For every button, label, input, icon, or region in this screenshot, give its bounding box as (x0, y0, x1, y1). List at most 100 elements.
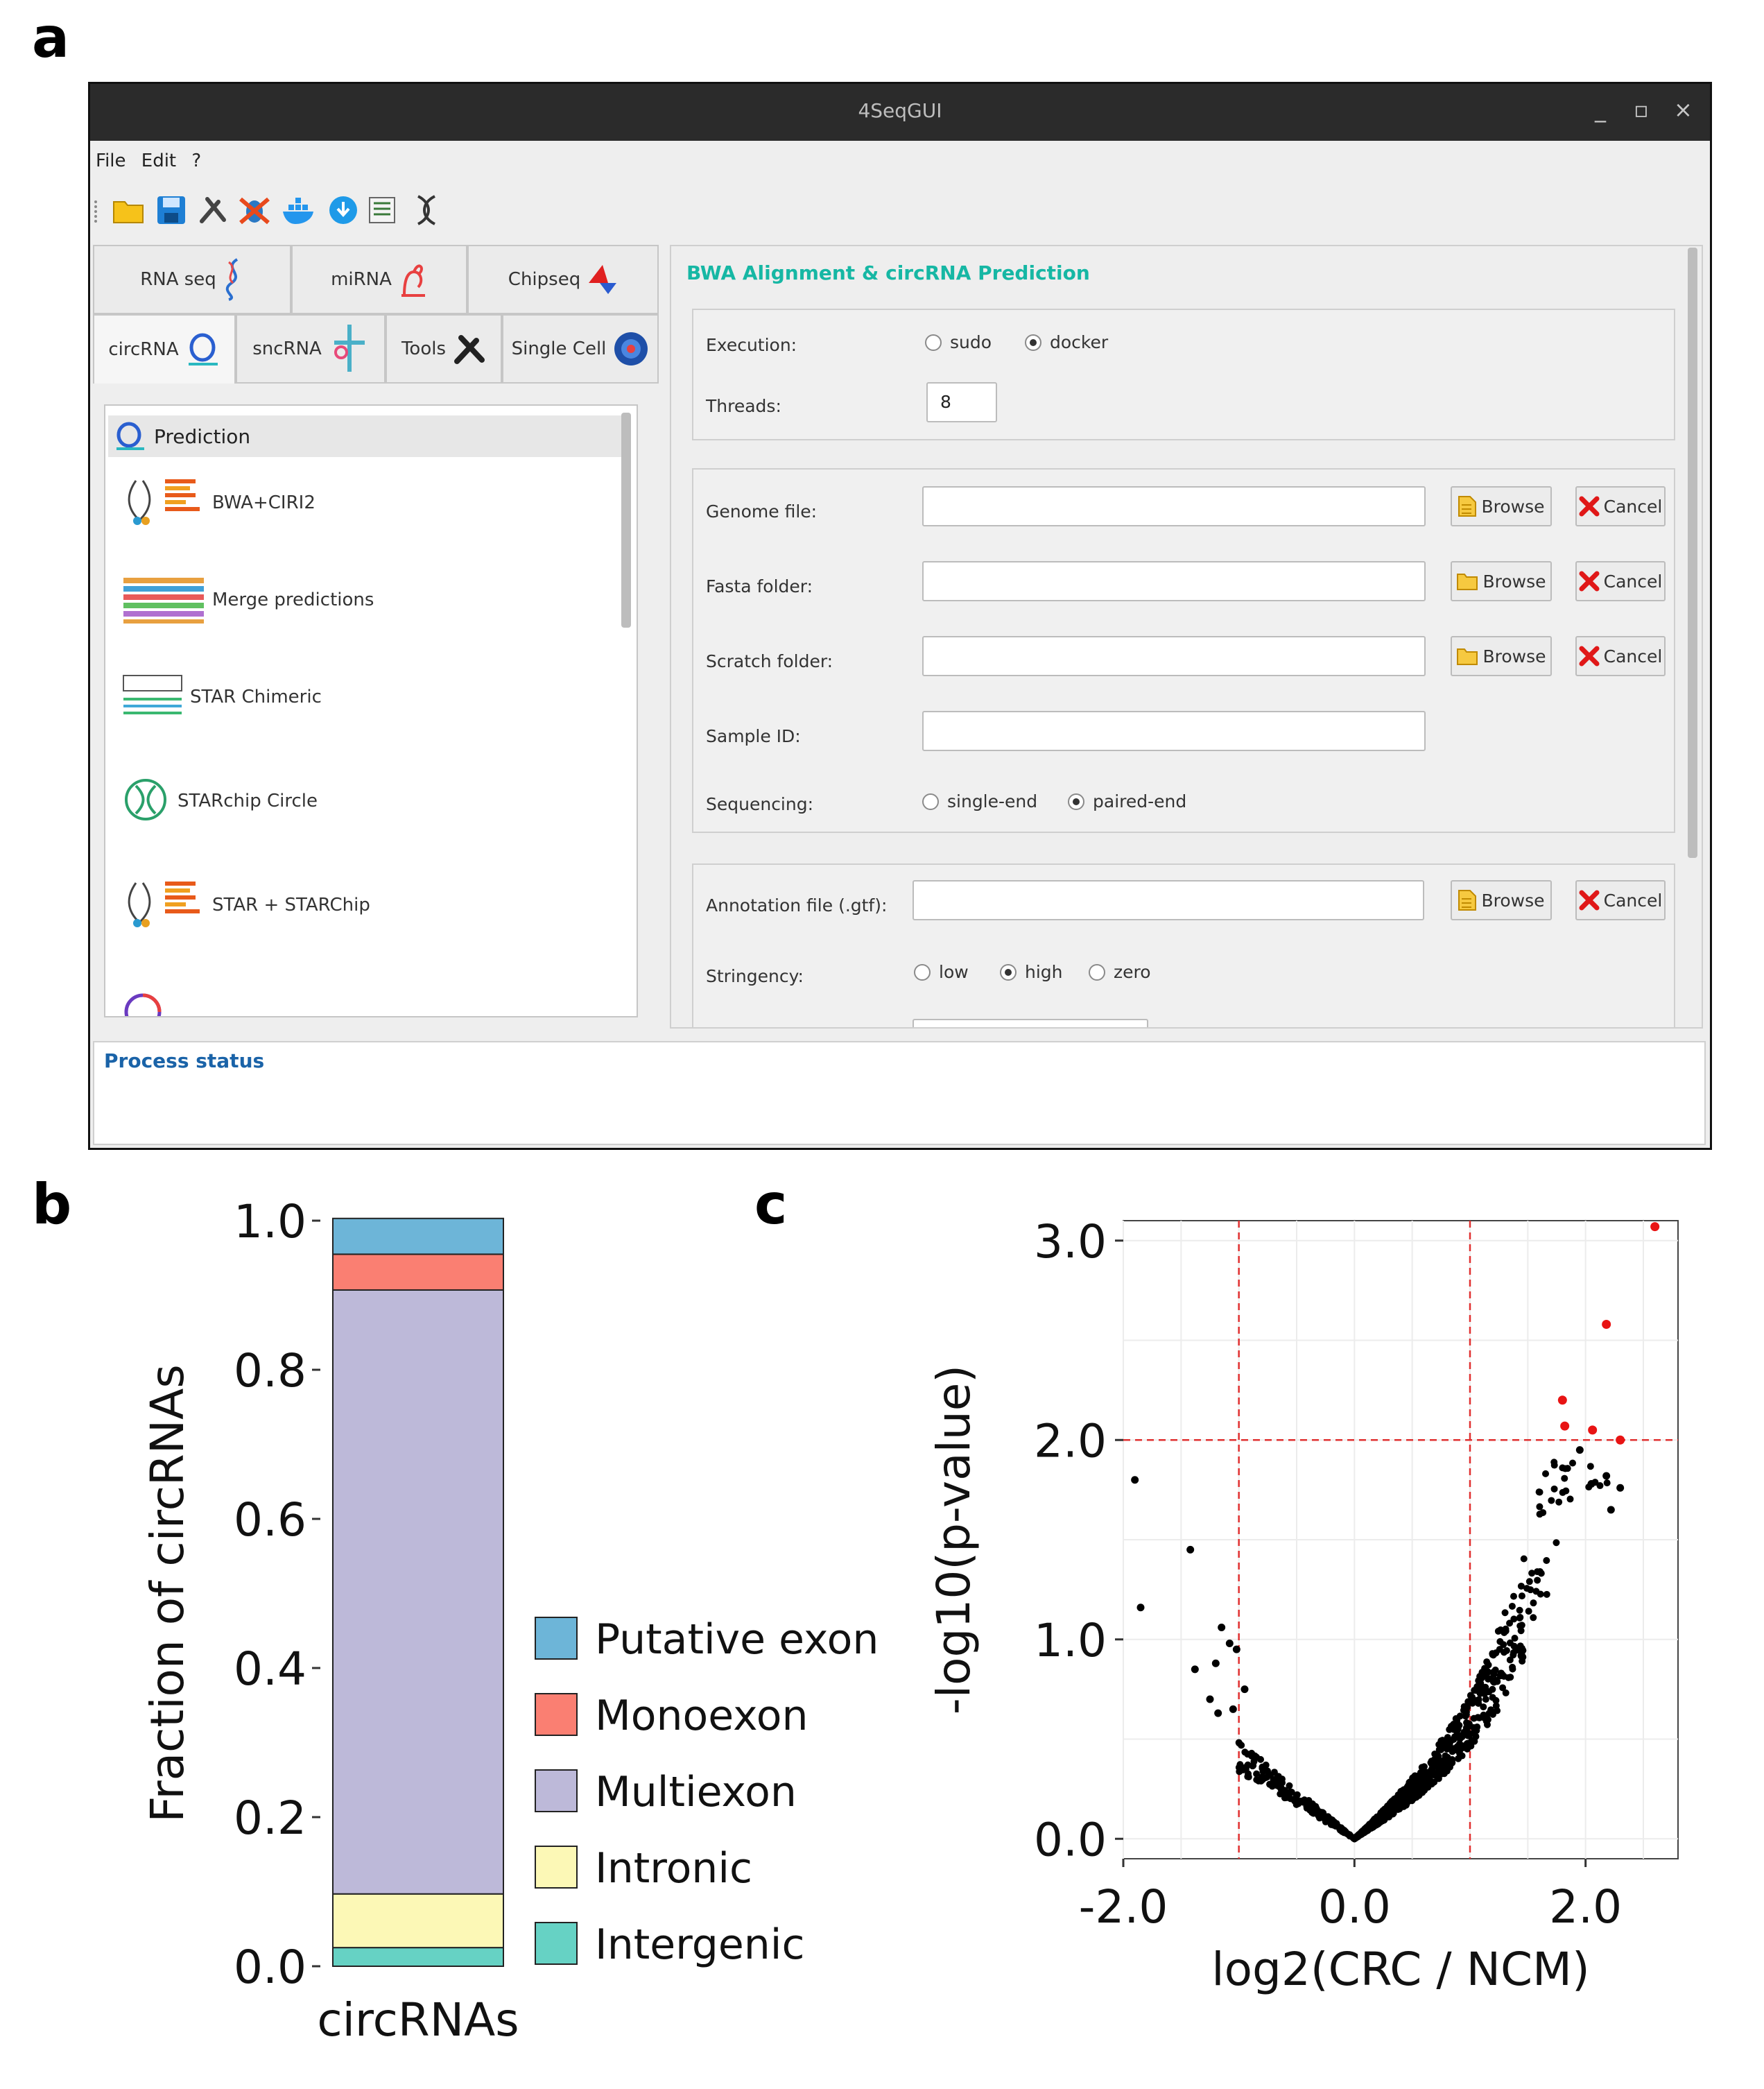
tab-tools[interactable]: Tools (386, 314, 502, 384)
data-point (1456, 1712, 1464, 1720)
title-bar: 4SeqGUI _ ▫ × (90, 84, 1710, 141)
folder-open-icon[interactable] (111, 191, 146, 230)
data-point (1510, 1615, 1518, 1623)
single-cell-icon (614, 332, 648, 366)
folder-icon (1457, 574, 1478, 590)
data-point (1509, 1663, 1516, 1671)
x-tick-label: 2.0 (1549, 1880, 1622, 1934)
data-point (1286, 1782, 1293, 1789)
data-point (1484, 1667, 1491, 1675)
fasta-folder-input[interactable] (922, 561, 1426, 601)
data-point (1561, 1475, 1568, 1482)
data-point (1516, 1606, 1523, 1614)
annotation-browse-button[interactable]: Browse (1451, 880, 1552, 920)
stringency-high-radio[interactable]: high (1000, 962, 1063, 982)
genome-cancel-button[interactable]: Cancel (1575, 486, 1666, 526)
execution-docker-radio[interactable]: docker (1025, 332, 1108, 352)
data-point (1442, 1757, 1450, 1764)
menu-file[interactable]: File (96, 151, 126, 171)
x-tick-label: 0.0 (1318, 1880, 1391, 1934)
tool-star-starchip[interactable]: STAR + STARChip (122, 877, 370, 933)
data-point (1506, 1656, 1514, 1664)
rna-icon (225, 258, 238, 301)
tab-chipseq[interactable]: Chipseq (467, 245, 659, 314)
execution-group: Execution: sudo docker Threads: 8 (692, 309, 1675, 440)
scratch-folder-input[interactable] (922, 636, 1426, 676)
data-point (1235, 1764, 1243, 1771)
scratch-browse-button[interactable]: Browse (1451, 636, 1552, 676)
data-point (1518, 1592, 1525, 1600)
data-point (1483, 1658, 1491, 1666)
data-point (1414, 1782, 1421, 1790)
no-bug-icon[interactable] (237, 191, 272, 230)
menu-help[interactable]: ? (191, 151, 202, 171)
data-point (1550, 1485, 1558, 1493)
genome-file-input[interactable] (922, 486, 1426, 526)
tab-sncrna[interactable]: sncRNA (236, 314, 386, 384)
close-button[interactable]: × (1674, 96, 1693, 123)
sequencing-paired-end-radio[interactable]: paired-end (1068, 791, 1186, 811)
data-point (1520, 1555, 1528, 1563)
data-point (1516, 1622, 1524, 1630)
tool-merge-predictions[interactable]: Merge predictions (122, 572, 374, 628)
docker-icon[interactable] (282, 191, 316, 230)
fasta-browse-button[interactable]: Browse (1451, 561, 1552, 601)
data-point (1586, 1463, 1594, 1470)
y-axis-label: Fraction of circRNAs (141, 1364, 194, 1822)
data-point (1446, 1739, 1453, 1747)
annotation-group: Annotation file (.gtf): Browse Cancel St… (692, 863, 1675, 1027)
threads-input[interactable]: 8 (926, 382, 997, 422)
sample-id-input[interactable] (922, 711, 1426, 751)
tool-partial[interactable] (122, 987, 171, 1016)
data-point (1473, 1727, 1480, 1735)
menu-edit[interactable]: Edit (141, 151, 177, 171)
tool-starchip-circle[interactable]: STARchip Circle (122, 773, 318, 829)
data-point (1303, 1805, 1311, 1812)
scratch-cancel-button[interactable]: Cancel (1575, 636, 1666, 676)
tab-mirna[interactable]: miRNA (291, 245, 467, 314)
tool-star-chimeric[interactable]: STAR Chimeric (122, 673, 322, 721)
save-icon[interactable] (154, 191, 189, 230)
notes-icon[interactable] (365, 191, 399, 230)
data-point (1229, 1705, 1237, 1713)
sequencing-single-end-radio[interactable]: single-end (922, 791, 1037, 811)
data-point (1510, 1592, 1517, 1600)
starchip-circle-icon (125, 779, 166, 820)
tools-tab-icon (454, 335, 485, 364)
execution-sudo-radio[interactable]: sudo (925, 332, 992, 352)
maximize-button[interactable]: ▫ (1634, 96, 1649, 123)
data-point (1399, 1787, 1407, 1794)
tab-rna-seq[interactable]: RNA seq (93, 245, 291, 314)
tool-list-scrollbar[interactable] (621, 413, 631, 628)
tab-circrna[interactable]: circRNA (93, 314, 236, 384)
data-point (1536, 1511, 1544, 1518)
legend-label: Putative exon (595, 1615, 879, 1664)
tool-label: STARchip Circle (178, 791, 318, 811)
annotation-file-input[interactable] (913, 880, 1424, 920)
prediction-header[interactable]: Prediction (108, 415, 624, 457)
tab-single-cell[interactable]: Single Cell (502, 314, 659, 384)
data-point (1543, 1557, 1550, 1565)
form-scrollbar[interactable] (1688, 248, 1697, 858)
files-group: Genome file: Browse Cancel Fasta folder:… (692, 468, 1675, 833)
tools-icon[interactable] (196, 191, 230, 230)
toolbar-grip (94, 200, 100, 223)
stringency-zero-radio[interactable]: zero (1089, 962, 1151, 982)
genome-browse-button[interactable]: Browse (1451, 486, 1552, 526)
bar-segment-intergenic (332, 1947, 504, 1967)
data-point (1419, 1771, 1426, 1779)
data-point (1244, 1751, 1252, 1758)
dna-icon[interactable] (409, 191, 444, 230)
download-icon[interactable] (326, 191, 361, 230)
annotation-cancel-button[interactable]: Cancel (1575, 880, 1666, 920)
data-point (1510, 1651, 1517, 1659)
menu-bar: File Edit ? (96, 151, 211, 171)
data-point (1275, 1782, 1283, 1790)
cancel-icon (1579, 646, 1600, 667)
extra-input[interactable] (913, 1019, 1148, 1027)
fasta-cancel-button[interactable]: Cancel (1575, 561, 1666, 601)
tool-bwa-ciri2[interactable]: BWA+CIRI2 (122, 475, 315, 531)
minimize-button[interactable]: _ (1595, 96, 1606, 123)
stringency-low-radio[interactable]: low (914, 962, 969, 982)
legend-label: Intergenic (595, 1920, 804, 1969)
